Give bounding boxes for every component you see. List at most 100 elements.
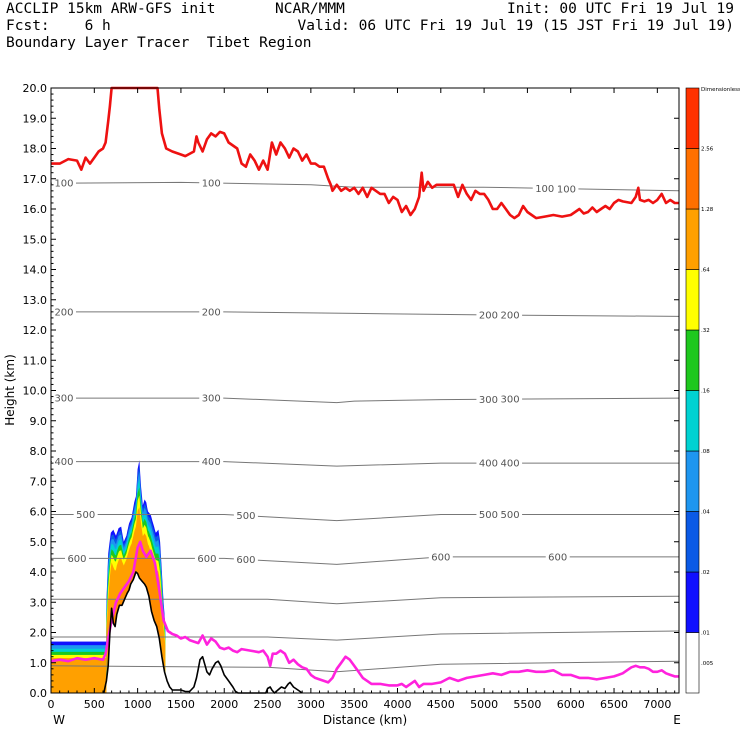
contour-label: 500 <box>479 510 498 521</box>
contour-label: 500 <box>501 510 520 521</box>
colorbar-level-label: 2.56 <box>701 147 714 153</box>
contour-label: 600 <box>431 552 450 563</box>
colorbar-swatch <box>685 148 700 210</box>
contour-label-bg <box>428 550 453 563</box>
contour-label-bg <box>233 509 258 522</box>
contour-label-bg <box>476 457 501 470</box>
colorbar-level-label: .64 <box>701 268 710 274</box>
contour-label-bg <box>194 552 219 565</box>
colorbar: .005 .01 .02 .04 .08 .16 .32 .64 1.28 2.56 Dimensi… <box>685 87 740 694</box>
y-tick-label: 1.0 <box>30 657 48 670</box>
y-tick-label: 8.0 <box>30 445 48 458</box>
y-tick-label: 4.0 <box>30 566 48 579</box>
plume-tracer-band <box>106 479 166 681</box>
y-tick-label: 7.0 <box>30 475 48 488</box>
axes: 0.0 1.0 2.0 3.0 4.0 5.0 6.0 7.0 8.0 9.0 10.0 11.0 12… <box>23 82 679 711</box>
x-tick-label: 3000 <box>297 698 325 711</box>
pressure-contour-line <box>51 595 680 605</box>
contour-label-bg <box>51 305 76 318</box>
y-tick-label: 10.0 <box>23 385 48 398</box>
x-tick-label: 3500 <box>340 698 368 711</box>
contour-label-bg <box>476 393 501 406</box>
y-tick-label: 9.0 <box>30 415 48 428</box>
contour-label: 200 <box>54 307 73 318</box>
terrain-line <box>103 571 303 694</box>
x-tick-label: 2500 <box>254 698 282 711</box>
x-axis-label: Distance (km) <box>323 713 407 727</box>
contour-label: 300 <box>202 394 221 405</box>
pressure-contour-line <box>51 556 679 565</box>
y-tick-label: 13.0 <box>23 294 48 307</box>
colorbar-swatch <box>685 450 700 512</box>
contour-label-bg <box>51 177 76 190</box>
x-tick-label: 6500 <box>600 698 628 711</box>
y-axis-label: Height (km) <box>3 354 17 425</box>
contour-label-bg <box>498 393 523 406</box>
y-tick-label: 3.0 <box>30 596 48 609</box>
contour-label: 300 <box>501 395 520 406</box>
contour-label: 600 <box>67 554 86 565</box>
y-tick-label: 16.0 <box>23 203 48 216</box>
contour-label: 100 <box>557 184 576 195</box>
x-tick-label: 4500 <box>427 698 455 711</box>
contour-label: 100 <box>535 184 554 195</box>
x-tick-label: 0 <box>48 698 55 711</box>
contour-label: 500 <box>76 510 95 521</box>
contour-label-bg <box>51 392 76 405</box>
x-tick-label: 7000 <box>643 698 671 711</box>
x-tick-label: 1500 <box>167 698 195 711</box>
contour-label: 100 <box>202 178 221 189</box>
y-tick-label: 20.0 <box>23 82 48 95</box>
colorbar-level-label: .04 <box>701 510 710 516</box>
contour-label-bg <box>64 552 89 565</box>
boundary-layer-height-line <box>50 540 679 689</box>
contour-label: 600 <box>236 555 255 566</box>
pressure-contour-line <box>51 461 679 467</box>
pressure-contour-line <box>51 311 680 317</box>
colorbar-level-label: .01 <box>701 631 710 637</box>
contour-label-bg <box>554 182 579 195</box>
init-time: Init: 00 UTC Fri 19 Jul 19 <box>507 1 734 17</box>
y-tick-label: 14.0 <box>23 264 48 277</box>
contour-label: 100 <box>54 179 73 190</box>
plume-tracer-band <box>106 466 166 681</box>
contour-label-bg <box>73 508 98 521</box>
y-tick-label: 0.0 <box>30 687 48 700</box>
contour-label: 200 <box>202 307 221 318</box>
x-tick-label: 6000 <box>557 698 585 711</box>
valid-time: Valid: 06 UTC Fri 19 Jul 19 (15 JST Fri … <box>297 18 735 34</box>
contour-label-bg <box>199 176 224 189</box>
title-line-1: ACCLIP 15km ARW-GFS init <box>6 1 216 17</box>
plot-subtitle: Boundary Layer Tracer Tibet Region <box>6 35 312 51</box>
y-tick-label: 18.0 <box>23 143 48 156</box>
y-tick-label: 5.0 <box>30 536 48 549</box>
colorbar-swatch <box>685 511 700 573</box>
contour-label-bg <box>233 553 258 566</box>
colorbar-level-label: .08 <box>701 449 710 455</box>
colorbar-swatch <box>685 632 700 694</box>
contour-label: 400 <box>202 457 221 468</box>
x-tick-label: 5000 <box>470 698 498 711</box>
contour-label-bg <box>532 182 557 195</box>
colorbar-level-label: .32 <box>701 328 710 334</box>
pressure-contour-line <box>50 181 680 192</box>
x-axis-west-label: W <box>53 713 65 727</box>
colorbar-level-label: 1.28 <box>701 207 714 213</box>
x-tick-label: 4000 <box>383 698 411 711</box>
forecast-hour: Fcst: 6 h <box>6 18 111 34</box>
x-tick-label: 500 <box>84 698 105 711</box>
contour-label-bg <box>498 457 523 470</box>
colorbar-swatch <box>685 208 700 270</box>
contour-label: 300 <box>54 394 73 405</box>
contour-label: 400 <box>501 459 520 470</box>
contour-label-bg <box>498 309 523 322</box>
tropopause-line <box>51 86 679 220</box>
contour-label-bg <box>51 455 76 468</box>
pressure-contour-line <box>51 397 680 404</box>
colorbar-swatch <box>685 390 700 452</box>
plume-core-band <box>109 541 161 645</box>
y-tick-label: 6.0 <box>30 506 48 519</box>
y-tick-label: 12.0 <box>23 324 48 337</box>
